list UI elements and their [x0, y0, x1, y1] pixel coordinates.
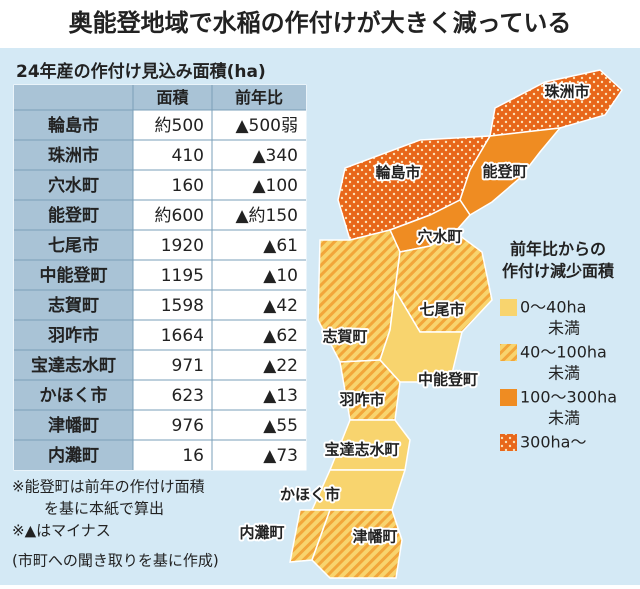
legend-swatch [500, 434, 517, 451]
cell: ▲62 [263, 326, 298, 346]
cell: ▲100 [252, 176, 298, 196]
cell: ▲55 [263, 416, 298, 436]
region-label: 宝達志水町 [324, 441, 399, 459]
note: を基に本紙で算出 [44, 500, 164, 518]
legend-label: 未満 [548, 319, 580, 338]
legend-label: 40〜100ha [520, 343, 607, 362]
header-row [14, 85, 306, 110]
region-label: 津幡町 [352, 528, 397, 546]
row-name: 内灘町 [48, 445, 99, 466]
note: (市町への聞き取りを基に作成) [12, 552, 219, 570]
cell: 971 [172, 356, 204, 376]
cell: 1920 [161, 236, 204, 256]
cell: ▲22 [263, 356, 298, 376]
cell: 410 [172, 146, 204, 166]
table-title: 24年産の作付け見込み面積(ha) [16, 61, 266, 82]
region [339, 359, 401, 421]
row-name: かほく市 [40, 385, 108, 406]
header-cell: 前年比 [235, 88, 283, 107]
region-label: 志賀町 [322, 328, 367, 346]
legend-swatch [500, 389, 517, 406]
cell: 1664 [161, 326, 204, 346]
cell: ▲340 [252, 146, 298, 166]
cell: 976 [172, 416, 204, 436]
cell: ▲10 [263, 266, 298, 286]
region-label: 珠洲市 [544, 83, 589, 101]
row-name: 穴水町 [48, 175, 99, 196]
row-name: 能登町 [48, 205, 99, 226]
region-label: 能登町 [482, 163, 527, 181]
row-name: 志賀町 [48, 295, 99, 316]
region-label: 七尾市 [419, 301, 464, 319]
cell: 160 [172, 176, 204, 196]
region-label: 羽咋市 [339, 391, 384, 409]
region-label: 中能登町 [418, 371, 478, 389]
region [311, 509, 403, 579]
region [459, 127, 562, 217]
cell: ▲73 [263, 446, 298, 466]
row-name: 羽咋市 [48, 325, 99, 346]
region [328, 419, 411, 471]
note: ※能登町は前年の作付け面積 [12, 478, 205, 496]
cell: 1195 [161, 266, 204, 286]
legend-label: 未満 [548, 364, 580, 383]
cell: 623 [172, 386, 204, 406]
legend-label: 未満 [548, 409, 580, 428]
cell: ▲61 [263, 236, 298, 256]
row-name: 津幡町 [48, 415, 99, 436]
region-label: 輪島市 [375, 164, 420, 182]
legend-label: 100〜300ha [520, 388, 617, 407]
legend-swatch [500, 299, 517, 316]
region-label: かほく市 [280, 486, 340, 504]
cell: ▲500弱 [235, 116, 298, 136]
legend-label: 300ha〜 [520, 433, 587, 452]
region-label: 内灘町 [239, 524, 284, 542]
row-name: 七尾市 [48, 235, 99, 256]
row-name: 輪島市 [48, 115, 99, 136]
row-name: 中能登町 [40, 265, 108, 286]
cell: 約600 [155, 206, 204, 226]
cell: 約500 [155, 116, 204, 136]
row-name: 珠洲市 [48, 145, 99, 166]
cell: ▲約150 [235, 206, 298, 226]
region-label: 穴水町 [417, 228, 462, 246]
row-name: 宝達志水町 [31, 355, 116, 376]
title: 奥能登地域で水稲の作付けが大きく減っている [69, 9, 572, 37]
legend-title: 作付け減少面積 [502, 262, 615, 281]
cell: ▲42 [263, 296, 298, 316]
legend-title: 前年比からの [510, 240, 606, 259]
legend-label: 0〜40ha [520, 298, 587, 317]
header-cell: 面積 [156, 88, 189, 107]
legend-swatch [500, 344, 517, 361]
note: ※▲はマイナス [12, 522, 111, 540]
cell: ▲13 [263, 386, 298, 406]
cell: 1598 [161, 296, 204, 316]
cell: 16 [182, 446, 204, 466]
